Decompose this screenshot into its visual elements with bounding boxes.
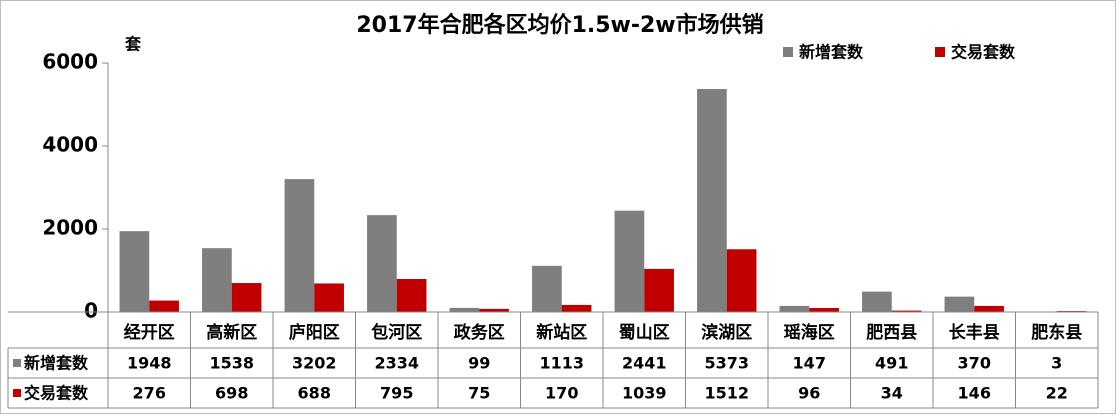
table-value: 1538 <box>209 354 254 373</box>
y-axis-label: 套 <box>124 35 142 54</box>
bar <box>149 301 179 312</box>
bar <box>862 292 892 312</box>
bar <box>285 179 315 312</box>
bar <box>974 306 1004 312</box>
x-tick-label: 滨湖区 <box>701 322 752 343</box>
table-value: 795 <box>380 384 413 403</box>
bar <box>367 215 397 312</box>
bar <box>809 308 839 312</box>
bar <box>314 283 344 312</box>
table-swatch <box>13 389 21 397</box>
table-value: 3 <box>1051 354 1062 373</box>
table-value: 170 <box>545 384 578 403</box>
y-tick-label: 2000 <box>42 216 98 240</box>
table-value: 96 <box>798 384 820 403</box>
x-tick-label: 蜀山区 <box>619 323 670 343</box>
legend-swatch <box>783 47 793 57</box>
x-tick-label: 庐阳区 <box>289 322 340 343</box>
bar <box>780 306 810 312</box>
table-value: 1512 <box>704 384 749 403</box>
table-value: 22 <box>1046 384 1068 403</box>
legend-label: 新增套数 <box>799 43 864 62</box>
bar <box>120 231 150 312</box>
x-tick-label: 肥东县 <box>1031 322 1082 343</box>
table-value: 491 <box>875 354 908 373</box>
bar <box>562 305 592 312</box>
table-row-label: 新增套数 <box>24 354 89 373</box>
y-tick-label: 4000 <box>42 133 98 157</box>
x-tick-label: 新站区 <box>536 322 587 343</box>
table-value: 1948 <box>127 354 172 373</box>
bar <box>945 297 975 312</box>
bar <box>232 283 262 312</box>
table-value: 34 <box>881 384 903 403</box>
table-value: 5373 <box>704 354 749 373</box>
bar <box>615 211 645 312</box>
legend-swatch <box>935 47 945 57</box>
bar <box>532 266 562 312</box>
bar <box>644 269 674 312</box>
x-tick-label: 政务区 <box>454 322 505 343</box>
bar <box>397 279 427 312</box>
table-value: 276 <box>133 384 166 403</box>
bar <box>202 248 232 312</box>
table-value: 688 <box>298 384 331 403</box>
table-value: 146 <box>958 384 991 403</box>
x-tick-label: 长丰县 <box>949 322 1000 343</box>
y-tick-label: 6000 <box>42 50 98 74</box>
table-value: 75 <box>468 384 490 403</box>
table-value: 147 <box>793 354 826 373</box>
x-tick-label: 经开区 <box>124 322 175 343</box>
x-tick-label: 高新区 <box>206 322 257 343</box>
table-row-label: 交易套数 <box>24 384 89 403</box>
x-tick-label: 肥西县 <box>866 323 917 343</box>
x-tick-label: 包河区 <box>371 322 422 343</box>
x-tick-label: 瑶海区 <box>784 322 835 343</box>
table-value: 2441 <box>622 354 667 373</box>
table-value: 1113 <box>539 354 584 373</box>
bar <box>727 249 757 312</box>
chart-title: 2017年合肥各区均价1.5w-2w市场供销 <box>356 12 763 38</box>
y-tick-label: 0 <box>84 299 98 323</box>
table-value: 1039 <box>622 384 667 403</box>
table-swatch <box>13 359 21 367</box>
bar <box>697 89 727 312</box>
table-value: 99 <box>468 354 490 373</box>
table-value: 2334 <box>374 354 419 373</box>
table-value: 3202 <box>292 354 337 373</box>
legend-label: 交易套数 <box>951 43 1016 62</box>
table-value: 698 <box>215 384 248 403</box>
table-value: 370 <box>958 354 991 373</box>
bar <box>450 308 480 312</box>
